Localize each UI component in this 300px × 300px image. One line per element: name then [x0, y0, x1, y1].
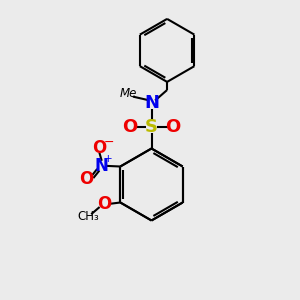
- Text: −: −: [104, 136, 114, 149]
- Text: S: S: [145, 118, 158, 136]
- Text: O: O: [80, 170, 94, 188]
- Text: +: +: [104, 154, 112, 164]
- Text: N: N: [144, 94, 159, 112]
- Text: O: O: [122, 118, 137, 136]
- Text: O: O: [97, 195, 111, 213]
- Text: Me: Me: [120, 87, 137, 100]
- Text: N: N: [95, 157, 109, 175]
- Text: CH₃: CH₃: [77, 210, 99, 223]
- Text: O: O: [92, 139, 106, 157]
- Text: O: O: [166, 118, 181, 136]
